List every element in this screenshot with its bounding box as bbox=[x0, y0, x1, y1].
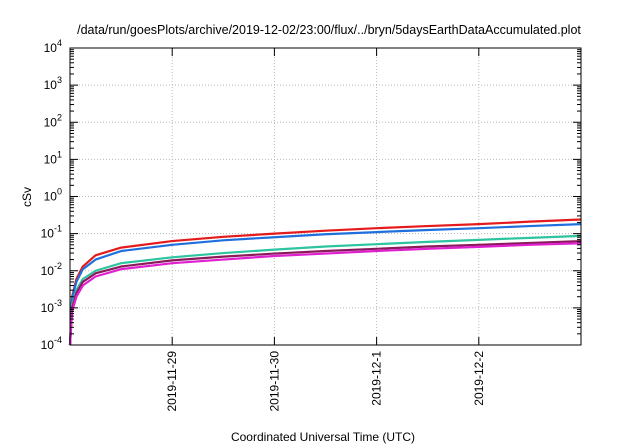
y-tick-label: 10-3 bbox=[41, 298, 62, 315]
y-tick-label: 104 bbox=[44, 38, 62, 55]
series-line-1 bbox=[68, 218, 582, 346]
x-tick-label: 2019-12-1 bbox=[370, 351, 384, 406]
y-tick-label: 103 bbox=[44, 75, 62, 92]
chart-title: /data/run/goesPlots/archive/2019-12-02/2… bbox=[77, 23, 581, 37]
x-tick-label: 2019-11-29 bbox=[165, 351, 179, 412]
series-line-5 bbox=[68, 242, 582, 346]
x-axis-label: Coordinated Universal Time (UTC) bbox=[231, 430, 415, 444]
x-tick-label: 2019-11-30 bbox=[267, 351, 281, 412]
series-line-3 bbox=[68, 234, 582, 346]
y-tick-labels: 10-4 10-3 10-2 10-1 100 101 102 103 104 bbox=[41, 38, 62, 352]
x-tick-labels: 2019-11-29 2019-11-30 2019-12-1 2019-12-2 bbox=[165, 351, 486, 412]
y-tick-label: 102 bbox=[44, 112, 62, 129]
y-tick-label: 10-2 bbox=[41, 261, 62, 278]
y-tick-label: 100 bbox=[44, 187, 62, 204]
y-tick-label: 10-4 bbox=[41, 335, 62, 352]
y-axis-label: cSv bbox=[20, 187, 34, 207]
series-line-4 bbox=[68, 239, 582, 346]
grid bbox=[70, 48, 581, 345]
y-tick-label: 10-1 bbox=[41, 224, 62, 241]
series-line-2 bbox=[68, 223, 582, 346]
y-tick-label: 101 bbox=[44, 149, 62, 166]
series-layer bbox=[68, 218, 582, 346]
ticks bbox=[70, 47, 581, 346]
x-tick-label: 2019-12-2 bbox=[472, 351, 486, 406]
